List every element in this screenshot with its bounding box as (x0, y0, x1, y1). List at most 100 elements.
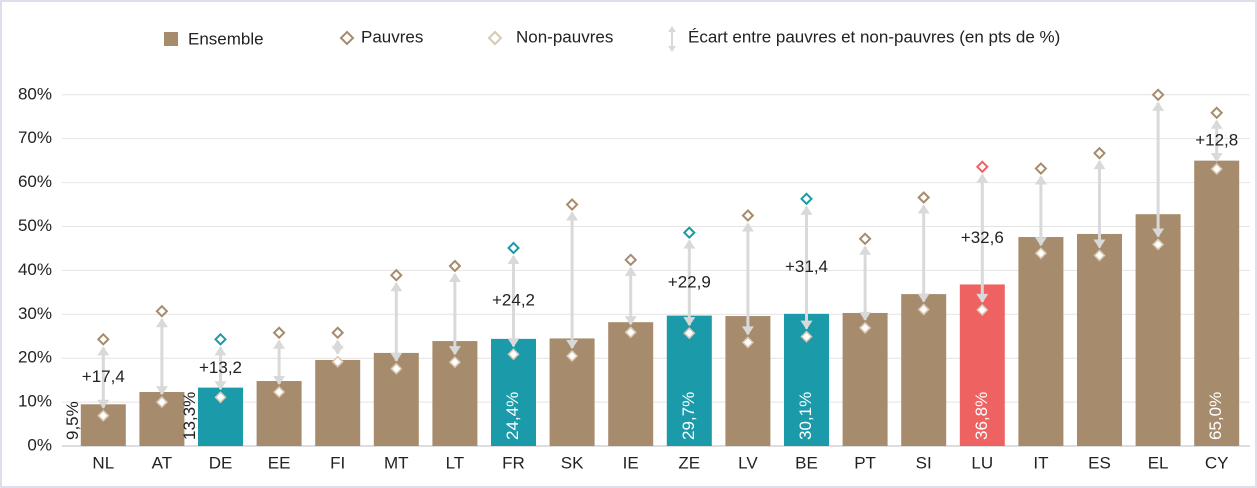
bar-value-label: 13,3% (180, 392, 199, 440)
bar (1194, 160, 1240, 446)
gap-label: +17,4 (82, 367, 125, 386)
gap-arrowhead (273, 376, 286, 385)
non-pauvres-marker (683, 327, 696, 340)
x-tick-label: LU (971, 453, 993, 472)
gap-arrowhead (1210, 152, 1223, 162)
gap-arrowhead (507, 338, 520, 348)
pauvres-marker (1093, 146, 1106, 160)
legend-label: Écart entre pauvres et non-pauvres (en p… (688, 27, 1060, 46)
x-tick-label: NL (92, 453, 114, 472)
legend-label: Non-pauvres (516, 27, 613, 46)
legend-label: Ensemble (188, 29, 264, 48)
pauvres-marker (917, 191, 931, 204)
non-pauvres-marker (1152, 238, 1165, 251)
x-tick-label: MT (384, 453, 409, 472)
gap-arrowhead (1093, 160, 1106, 170)
bar-value-label: 30,1% (796, 392, 815, 440)
x-tick-label: EE (268, 453, 291, 472)
y-tick-label: 80% (18, 84, 52, 103)
non-pauvres-marker (331, 355, 344, 368)
pauvres-marker (800, 192, 813, 206)
x-tick-label: LT (446, 453, 465, 472)
x-tick-label: FR (502, 453, 525, 472)
y-tick-label: 30% (18, 304, 52, 323)
gap-arrowhead (683, 317, 696, 327)
gap-arrowhead (155, 318, 168, 328)
gap-arrowhead (859, 311, 872, 321)
non-pauvres-marker (1210, 162, 1223, 176)
y-tick-label: 60% (18, 172, 52, 191)
gap-arrowhead (741, 222, 754, 232)
bar-value-label: 36,8% (972, 392, 991, 440)
bar (608, 322, 654, 446)
x-tick-label: LV (738, 453, 758, 472)
x-tick-label: PT (854, 453, 876, 472)
gap-arrowhead (1152, 228, 1165, 238)
gap-arrowhead (566, 340, 579, 349)
non-pauvres-marker (917, 303, 930, 316)
gap-arrowhead (976, 293, 989, 303)
bar (1135, 214, 1181, 446)
pauvres-marker (448, 259, 462, 273)
x-tick-label: IE (623, 453, 639, 472)
gap-arrowhead (917, 293, 930, 303)
y-tick-label: 10% (18, 392, 52, 411)
gap-label: +13,2 (199, 358, 242, 377)
pauvres-marker (331, 326, 345, 340)
gap-arrowhead (390, 282, 403, 292)
pauvres-marker (507, 241, 520, 255)
gap-label: +32,6 (961, 228, 1004, 247)
non-pauvres-marker (273, 385, 286, 399)
x-tick-label: CY (1205, 453, 1229, 472)
pauvres-marker (858, 232, 872, 246)
non-pauvres-marker (566, 349, 579, 363)
x-tick-label: AT (152, 453, 172, 472)
pauvres-marker (682, 226, 696, 240)
pauvres-marker (565, 198, 579, 211)
bar (842, 312, 888, 446)
gap-arrowhead (214, 381, 227, 391)
gap-arrowhead (390, 352, 403, 362)
gap-arrowhead (683, 239, 696, 249)
pauvres-marker (624, 253, 638, 267)
bar (725, 316, 771, 446)
pauvres-marker (1210, 106, 1224, 120)
gap-arrowhead (273, 339, 286, 349)
non-pauvres-marker (390, 362, 403, 375)
gap-label: +22,9 (668, 272, 711, 291)
gap-arrowhead (1210, 119, 1223, 129)
gap-arrowhead (448, 273, 461, 282)
gap-arrowhead (859, 245, 872, 255)
gap-arrowhead (97, 346, 110, 356)
pauvres-marker (96, 332, 110, 346)
non-pauvres-marker (1034, 247, 1047, 260)
bar-value-label: 24,4% (503, 392, 522, 440)
non-pauvres-marker (97, 409, 110, 422)
non-pauvres-marker (976, 303, 989, 316)
gap-arrowhead (1034, 175, 1047, 185)
x-tick-label: ES (1088, 453, 1111, 472)
gap-arrowhead (214, 346, 227, 356)
gap-arrowhead (566, 211, 579, 221)
bar-value-label: 29,7% (679, 392, 698, 440)
y-tick-label: 50% (18, 216, 52, 235)
gap-arrowhead (800, 320, 813, 330)
pauvres-marker (975, 160, 989, 174)
gap-arrowhead (448, 346, 461, 356)
non-pauvres-marker (741, 336, 754, 349)
gap-arrowhead (1152, 101, 1165, 111)
non-pauvres-marker (507, 348, 520, 361)
gap-arrowhead (976, 173, 989, 183)
x-tick-label: SK (561, 453, 584, 472)
x-tick-label: ZE (678, 453, 700, 472)
x-tick-label: BE (795, 453, 818, 472)
pauvres-marker (272, 326, 286, 340)
pauvres-marker (155, 304, 169, 318)
gap-label: +24,2 (492, 291, 535, 310)
legend-swatch (668, 26, 676, 52)
non-pauvres-marker (155, 396, 168, 409)
gap-arrowhead (624, 316, 637, 326)
bar-value-label: 9,5% (63, 401, 82, 440)
pauvres-marker (1034, 162, 1048, 175)
